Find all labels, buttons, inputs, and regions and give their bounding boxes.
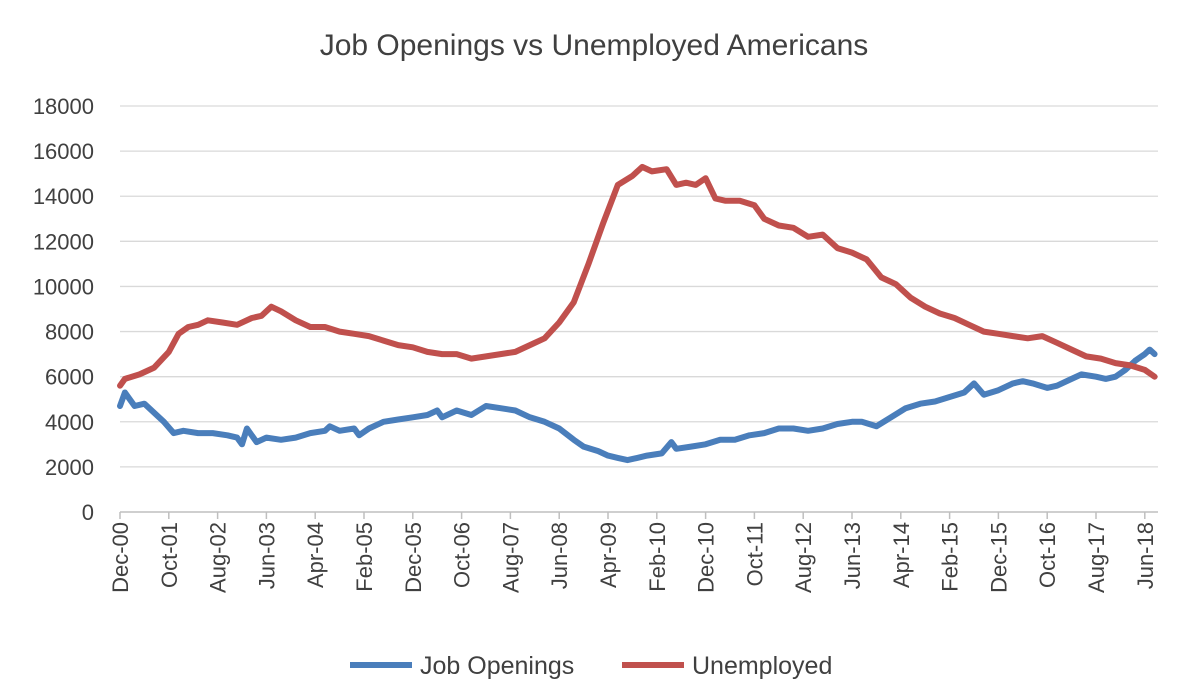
- x-tick-label: Aug-12: [791, 522, 816, 593]
- y-tick-label: 10000: [33, 274, 94, 299]
- x-tick-label: Feb-15: [938, 522, 963, 592]
- x-tick-label: Oct-16: [1035, 522, 1060, 588]
- gridlines: [120, 105, 1158, 468]
- x-tick-label: Oct-11: [742, 522, 767, 586]
- series-line-1: [117, 163, 1158, 389]
- y-tick-label: 16000: [33, 139, 94, 164]
- x-tick-label: Apr-09: [596, 522, 621, 588]
- x-tick-label: Dec-10: [694, 522, 719, 593]
- legend: Job Openings Unemployed: [350, 652, 832, 680]
- x-tick-label: Dec-05: [401, 522, 426, 593]
- x-tick-label: Jun-13: [840, 522, 865, 589]
- x-tick-label: Aug-02: [206, 522, 231, 593]
- x-axis: Dec-00 Oct-01 Aug-02 Jun-03 Apr-04 Feb-05 Dec-…: [108, 511, 1158, 593]
- y-tick-label: 18000: [33, 94, 94, 119]
- x-tick-label: Jun-03: [254, 522, 279, 589]
- x-tick-label: Oct-06: [450, 522, 475, 588]
- y-tick-label: 4000: [45, 410, 94, 435]
- series-lines: [117, 163, 1158, 464]
- x-tick-label: Jun-08: [547, 522, 572, 589]
- y-tick-label: 8000: [45, 320, 94, 345]
- x-tick-label: Jun-18: [1133, 522, 1158, 589]
- x-tick-label: Aug-07: [498, 522, 523, 593]
- x-tick-label: Feb-10: [645, 522, 670, 592]
- legend-label: Unemployed: [692, 652, 832, 680]
- y-tick-label: 6000: [45, 365, 94, 390]
- x-tick-label: Apr-14: [889, 522, 914, 588]
- chart-title: Job Openings vs Unemployed Americans: [320, 29, 869, 62]
- x-tick-label: Aug-17: [1084, 522, 1109, 593]
- y-tick-label: 12000: [33, 229, 94, 254]
- y-tick-label: 2000: [45, 455, 94, 480]
- series-line-0: [117, 346, 1158, 464]
- y-axis: 0 2000 4000 6000 8000 10000 12000 14000 16000 180…: [33, 94, 94, 525]
- x-tick-label: Dec-15: [986, 522, 1011, 593]
- x-tick-label: Oct-01: [157, 522, 182, 588]
- x-tick-label: Dec-00: [108, 522, 133, 593]
- y-tick-label: 14000: [33, 184, 94, 209]
- x-tick-label: Feb-05: [352, 522, 377, 592]
- y-tick-label: 0: [82, 500, 94, 525]
- legend-label: Job Openings: [420, 652, 574, 680]
- x-tick-label: Apr-04: [303, 522, 328, 588]
